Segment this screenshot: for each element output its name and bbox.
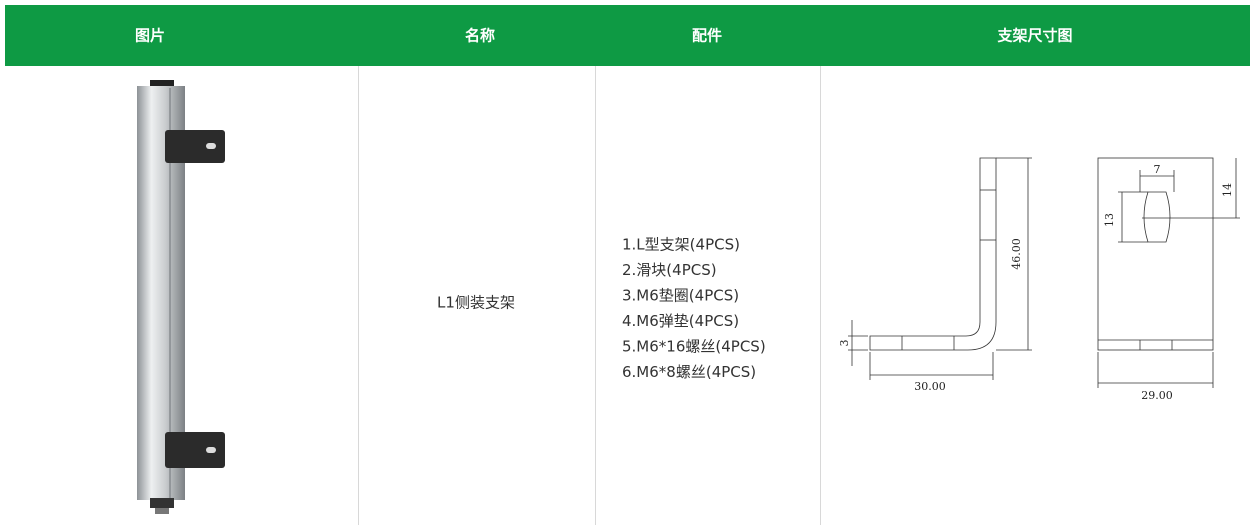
dimension-label: 46.00 xyxy=(1010,238,1023,270)
part-item: 3.M6垫圈(4PCS) xyxy=(622,287,739,305)
dimension-label: 13 xyxy=(1103,213,1116,227)
header-cell: 支架尺寸图 xyxy=(996,27,1072,45)
part-item: 1.L型支架(4PCS) xyxy=(622,236,740,254)
column-dividers xyxy=(358,66,821,525)
front-view xyxy=(1097,157,1240,388)
dimension-label: 30.00 xyxy=(914,380,946,393)
name-cell: L1侧装支架 xyxy=(437,294,515,312)
header-cell: 配件 xyxy=(692,27,722,45)
header-bar xyxy=(5,5,1250,66)
dimension-label: 3 xyxy=(838,340,851,347)
product-image xyxy=(137,80,225,514)
dimension-label: 14 xyxy=(1221,183,1234,197)
part-item: 2.滑块(4PCS) xyxy=(622,261,717,279)
part-item: 5.M6*16螺丝(4PCS) xyxy=(622,338,766,356)
dimension-label: 29.00 xyxy=(1141,389,1173,402)
part-item: 4.M6弹垫(4PCS) xyxy=(622,312,739,330)
header-cell: 名称 xyxy=(465,27,495,45)
parts-list: 1.L型支架(4PCS) 2.滑块(4PCS) 3.M6垫圈(4PCS) 4.M6弹垫… xyxy=(622,236,766,382)
side-view xyxy=(848,157,1032,380)
header-cell: 图片 xyxy=(135,27,165,45)
part-item: 6.M6*8螺丝(4PCS) xyxy=(622,363,756,381)
dimension-label: 7 xyxy=(1154,163,1161,176)
